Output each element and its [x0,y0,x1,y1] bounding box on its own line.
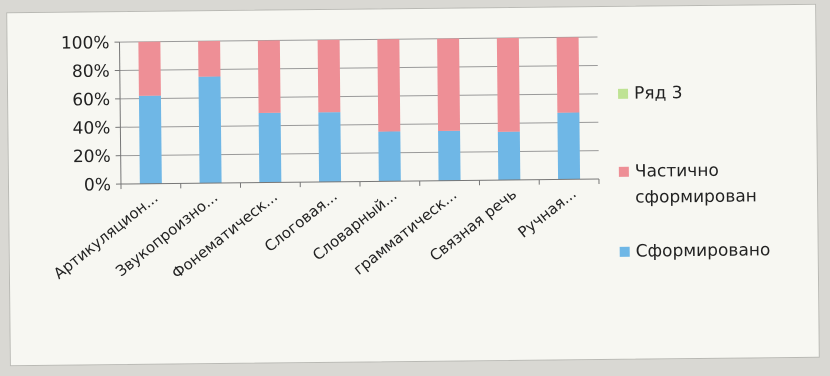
gridline [120,93,599,100]
chart-frame: 0% 20% 40% 60% 80% 100% Артикуляцион... Звукоп… [6,3,820,367]
bar-segment [317,39,341,113]
x-category-label: Фонематическ... [168,187,281,282]
legend-label: Ряд 3 [634,83,683,104]
gridline [120,121,599,128]
bar-segment [438,130,461,181]
y-tick-label: 100% [61,33,110,54]
bar-segment [378,131,401,182]
legend-label: Сформировано [636,240,771,261]
bar-segment [257,40,281,114]
legend-swatch [618,166,629,177]
bar-segment [437,38,461,132]
y-axis-line [118,42,122,185]
bar-segment [497,131,521,181]
x-category-label: Артикуляцион... [50,189,161,283]
y-tick-label: 80% [72,62,110,82]
bar-segment [198,41,221,77]
x-category-label: грамматическ... [350,186,460,279]
bar-segment [496,37,520,132]
x-category-label: Звукопроизно... [112,188,221,280]
stacked-bar-chart: 0% 20% 40% 60% 80% 100% Артикуляцион...Звукоп… [50,33,771,283]
y-tick-label: 60% [72,90,110,110]
legend-label: сформирован [635,186,757,207]
bar-segment [138,95,162,184]
legend-swatch [618,88,629,99]
y-tick-label: 40% [72,118,110,138]
y-tick-label: 20% [73,147,111,167]
gridline [119,64,598,71]
gridline [120,150,599,157]
legend-label: Частично [635,161,719,182]
gridline [119,36,598,43]
bar-segment [318,112,342,182]
bar-segment [258,112,282,183]
bar-segment [377,39,401,132]
bar-segment [557,112,581,180]
bar-segment [198,76,222,184]
y-tick-label: 0% [84,175,111,195]
bar-segment [138,41,161,96]
x-category-label: Ручная... [514,184,579,241]
bar-segment [556,37,580,113]
legend-swatch [619,246,630,257]
